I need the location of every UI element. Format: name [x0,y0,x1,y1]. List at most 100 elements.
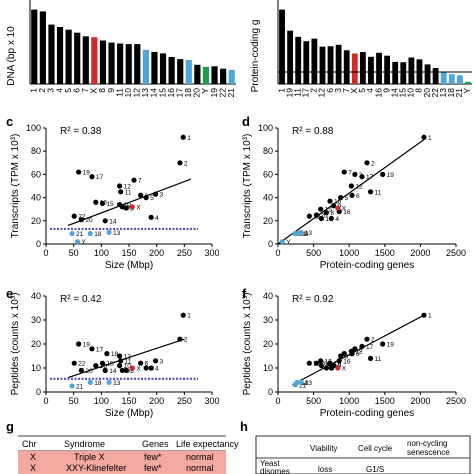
x-axis-label: Size (Mbp) [105,408,153,419]
bar-5 [359,52,366,84]
y-tick-label: 10 [263,363,273,373]
point-label-8: 8 [330,210,334,217]
bar-14 [151,51,158,84]
tick-label-11: 11 [292,88,302,97]
bar-13 [142,49,149,84]
bar-8 [99,40,107,84]
point-label-12: 12 [124,184,132,191]
table-g-row-highlight [18,451,226,462]
point-label-18: 18 [94,380,102,387]
data-point-15 [318,206,324,212]
tick-label-1: 1 [276,88,286,93]
data-point-20 [78,217,85,223]
data-point-15 [99,200,106,206]
tick-label-5: 5 [63,88,73,93]
point-label-6: 6 [356,351,360,358]
y-tick-label: 20 [263,339,273,349]
bar-16 [168,57,175,84]
tick-label-17: 17 [174,88,184,98]
data-point-22 [306,213,312,219]
x-tick-label: 2500 [446,248,466,258]
point-label-13: 13 [305,380,313,387]
bar-10 [408,57,415,84]
panel-letter-g: g [6,419,14,434]
tick-label-19: 19 [284,88,294,98]
table-g-cell: few* [144,463,162,473]
y-tick-label: 80 [31,146,41,156]
data-point-14 [318,363,325,369]
r-squared-label: R² = 0.42 [60,294,102,305]
bar-12 [319,46,326,84]
bar-20 [424,64,431,84]
data-point-4 [328,215,334,222]
table-g-header-genes: Genes [142,439,169,449]
tick-label-3: 3 [46,88,56,93]
table-g-header-life: Life expectancy [176,439,239,449]
x-tick-label: 150 [121,248,136,258]
point-label-13: 13 [113,230,121,237]
data-point-16 [93,363,99,369]
point-label-15: 15 [106,361,114,368]
x-tick-label: 200 [149,396,164,406]
bar-X [351,53,358,84]
point-label-Y: Y [82,239,87,246]
point-label-21: 21 [76,384,84,391]
data-point-19 [76,341,82,347]
table-g-cell: normal [186,452,214,462]
y-axis-label: Transcripts (TPM x 10³) [10,134,21,239]
tick-label-13: 13 [140,88,150,98]
bar-14 [392,61,399,84]
data-point-4 [148,365,154,371]
tick-label-15: 15 [157,88,167,98]
y-tick-label: 30 [263,315,273,325]
data-point-18 [87,230,93,237]
tick-label-7: 7 [80,88,90,93]
point-label-19: 19 [387,172,395,179]
bar-5 [65,29,72,84]
bar-Y [202,66,210,84]
data-point-12 [116,183,123,189]
y-tick-label: 30 [31,315,41,325]
data-point-13 [106,379,112,385]
tick-label-8: 8 [414,88,424,93]
point-label-4: 4 [155,366,159,373]
x-axis-label: Protein-coding genes [320,408,415,419]
bar-Y [465,81,471,84]
bar-15 [400,62,407,84]
x-tick-label: 500 [306,396,321,406]
data-point-18 [104,351,110,357]
point-label-10: 10 [124,202,132,209]
tick-label-7: 7 [341,88,351,93]
point-label-6: 6 [145,361,149,368]
data-point-13 [298,229,304,235]
panel-letter-d: d [242,114,250,129]
tick-label-16: 16 [166,88,176,98]
data-point-8 [323,365,330,371]
point-label-1: 1 [187,135,191,142]
data-point-11 [367,355,374,361]
point-label-21: 21 [299,382,307,389]
point-label-15: 15 [325,207,333,214]
data-point-14 [102,218,108,224]
data-point-8 [123,367,129,373]
x-axis-label: Size (Mbp) [105,260,153,271]
bar-15 [159,53,167,84]
x-tick-label: 300 [204,248,219,258]
point-label-22: 22 [313,214,321,221]
data-point-7 [341,351,347,357]
point-label-7: 7 [348,170,352,177]
data-point-Y [74,239,81,245]
bar-9 [384,55,391,84]
tick-label-4: 4 [365,88,375,93]
y-tick-label: 40 [263,291,273,301]
table-g-row-highlight [18,462,226,474]
data-point-3 [152,358,159,364]
y-tick-label: 20 [263,216,273,226]
table-h-header-non-cycling: non-cycling [407,439,447,448]
bar-22 [432,68,439,84]
point-label-X: X [136,366,141,373]
data-point-13 [298,379,304,385]
y-tick-label: 60 [31,169,41,179]
data-point-18 [294,379,300,385]
